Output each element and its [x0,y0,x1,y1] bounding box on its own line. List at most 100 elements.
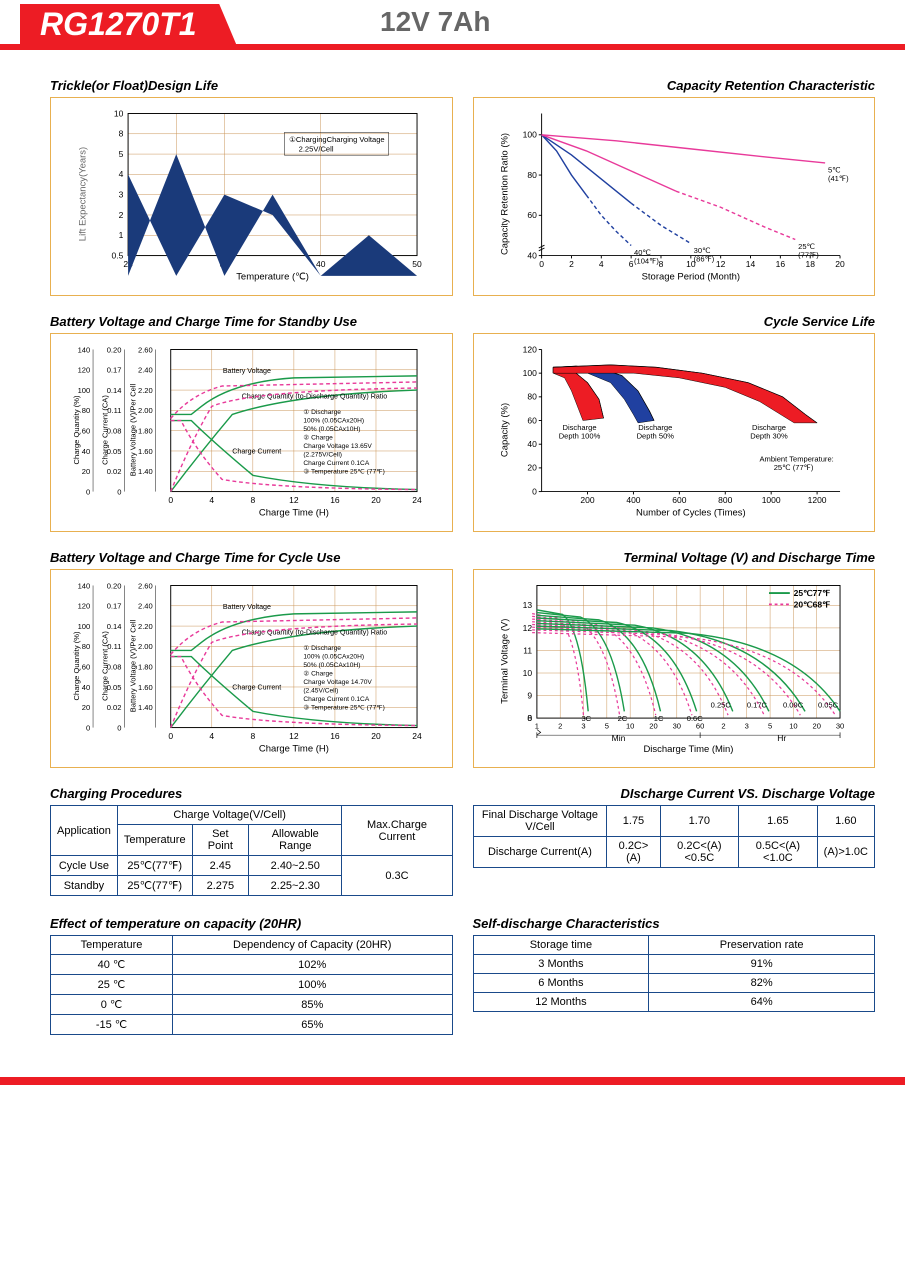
svg-text:40: 40 [82,683,90,692]
chart-standby: 02040608010012014000.020.050.080.110.140… [50,333,453,532]
svg-text:9: 9 [527,690,532,700]
chart-title-trickle: Trickle(or Float)Design Life [50,78,453,93]
table-charging: ApplicationCharge Voltage(V/Cell)Max.Cha… [50,805,453,896]
svg-text:8: 8 [250,495,255,505]
svg-text:Charge Voltage 13.65V: Charge Voltage 13.65V [303,443,372,450]
svg-text:3: 3 [119,190,124,200]
svg-text:120: 120 [78,602,91,611]
svg-text:Terminal Voltage (V): Terminal Voltage (V) [499,619,510,704]
svg-text:120: 120 [78,366,91,375]
svg-text:0: 0 [86,723,90,732]
svg-text:(86℉): (86℉) [693,255,714,264]
svg-text:80: 80 [527,170,537,180]
svg-text:Depth 50%: Depth 50% [636,432,674,441]
svg-text:50% (0.05CAx10H): 50% (0.05CAx10H) [303,662,360,669]
svg-text:4: 4 [209,731,214,741]
svg-text:0.02: 0.02 [107,703,122,712]
svg-text:0: 0 [527,713,532,723]
svg-text:Charge Quantity (%): Charge Quantity (%) [72,395,81,464]
svg-text:18: 18 [805,259,815,269]
svg-text:0.02: 0.02 [107,467,122,476]
svg-text:2: 2 [721,722,725,731]
svg-text:800: 800 [718,495,732,505]
svg-text:16: 16 [775,259,785,269]
svg-text:100% (0.05CAx20H): 100% (0.05CAx20H) [303,653,364,660]
svg-text:Charge Quantity (to-Discharge: Charge Quantity (to-Discharge Quantity) … [242,393,388,401]
svg-text:Battery Voltage (V)/Per Cell: Battery Voltage (V)/Per Cell [129,619,138,712]
svg-text:8: 8 [658,259,663,269]
svg-text:100% (0.05CAx20H): 100% (0.05CAx20H) [303,417,364,424]
svg-text:10: 10 [522,668,532,678]
svg-text:40: 40 [82,447,90,456]
svg-text:0: 0 [539,259,544,269]
svg-text:1200: 1200 [807,495,826,505]
svg-text:1.60: 1.60 [138,683,153,692]
footer-bar [0,1077,905,1085]
table-dischargevv: Final Discharge Voltage V/Cell1.751.701.… [473,805,876,868]
svg-text:1.40: 1.40 [138,703,153,712]
svg-text:20: 20 [812,722,820,731]
svg-text:100: 100 [78,622,91,631]
svg-text:50% (0.05CAx10H): 50% (0.05CAx10H) [303,426,360,433]
svg-text:1.60: 1.60 [138,447,153,456]
svg-text:2.20: 2.20 [138,386,153,395]
svg-text:3: 3 [744,722,748,731]
svg-text:20℃68℉: 20℃68℉ [793,599,831,609]
svg-text:16: 16 [330,731,340,741]
svg-text:Number of Cycles (Times): Number of Cycles (Times) [636,507,746,518]
svg-text:100: 100 [522,130,536,140]
svg-text:12: 12 [715,259,725,269]
svg-text:20: 20 [371,731,381,741]
svg-text:2.60: 2.60 [138,581,153,590]
svg-text:Lift Expectancy(Years): Lift Expectancy(Years) [77,147,88,241]
svg-text:Charge Quantity (%): Charge Quantity (%) [72,631,81,700]
svg-text:3C: 3C [581,714,591,723]
svg-text:8: 8 [250,731,255,741]
svg-text:0.17C: 0.17C [746,701,767,710]
svg-text:2: 2 [569,259,574,269]
table-title-dischargevv: DIscharge Current VS. Discharge Voltage [473,786,876,801]
svg-text:60: 60 [82,663,90,672]
svg-text:Charge Time (H): Charge Time (H) [259,507,329,518]
svg-text:Temperature (℃): Temperature (℃) [236,271,309,282]
svg-text:0.25C: 0.25C [710,701,731,710]
svg-text:10: 10 [625,722,633,731]
svg-text:100: 100 [522,368,536,378]
svg-text:1: 1 [119,230,124,240]
svg-text:4: 4 [119,169,124,179]
svg-text:0: 0 [532,486,537,496]
svg-text:①ChargingCharging Voltage: ①ChargingCharging Voltage [289,135,385,144]
svg-text:0.14: 0.14 [107,622,122,631]
svg-text:① Discharge: ① Discharge [303,644,341,652]
chart-title-cycleuse: Battery Voltage and Charge Time for Cycl… [50,550,453,565]
svg-text:Charge Current 0.1CA: Charge Current 0.1CA [303,460,369,467]
svg-text:2.40: 2.40 [138,366,153,375]
svg-text:30: 30 [672,722,680,731]
svg-text:Charge Current: Charge Current [232,684,281,692]
svg-text:(104℉): (104℉) [633,257,658,266]
table-title-tempcap: Effect of temperature on capacity (20HR) [50,916,453,931]
table-title-selfdis: Self-discharge Characteristics [473,916,876,931]
svg-text:Discharge Time (Min): Discharge Time (Min) [643,744,733,755]
chart-title-terminal: Terminal Voltage (V) and Discharge Time [473,550,876,565]
svg-text:4: 4 [209,495,214,505]
svg-text:1.40: 1.40 [138,467,153,476]
svg-text:0.5: 0.5 [112,250,124,260]
svg-text:20: 20 [82,703,90,712]
svg-text:40: 40 [527,439,537,449]
svg-text:Battery Voltage (V)/Per Cell: Battery Voltage (V)/Per Cell [129,383,138,476]
svg-text:Capacity Retention Ratio (%): Capacity Retention Ratio (%) [499,133,510,255]
svg-text:24: 24 [412,731,422,741]
svg-text:5: 5 [767,722,771,731]
svg-text:50: 50 [412,259,422,269]
svg-text:5: 5 [604,722,608,731]
header: RG1270T1 12V 7Ah [0,0,905,50]
svg-text:140: 140 [78,581,91,590]
svg-text:0.20: 0.20 [107,345,122,354]
svg-text:2.00: 2.00 [138,406,153,415]
svg-text:② Charge: ② Charge [303,669,333,677]
svg-text:Capacity (%): Capacity (%) [499,403,510,457]
chart-trickle: 0.5123458102025304050Lift Expectancy(Yea… [50,97,453,296]
svg-text:30: 30 [835,722,843,731]
svg-text:20: 20 [649,722,657,731]
